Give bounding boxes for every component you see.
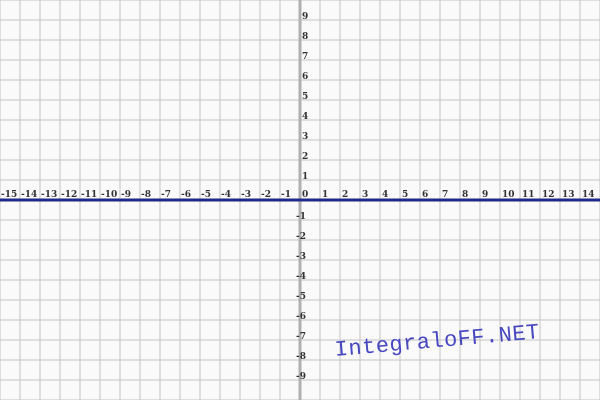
- x-tick-label: -8: [141, 190, 151, 200]
- x-tick-label: -4: [221, 190, 231, 200]
- y-tick-label: -5: [296, 292, 306, 302]
- x-tick-label: 6: [422, 190, 428, 200]
- y-tick-label: -7: [296, 332, 306, 342]
- x-tick-label: 10: [502, 190, 515, 200]
- y-tick-label: 6: [302, 72, 308, 82]
- y-tick-label: 5: [302, 92, 308, 102]
- x-tick-label: -7: [161, 190, 171, 200]
- y-tick-label: 8: [302, 32, 308, 42]
- y-tick-label: -9: [296, 372, 306, 382]
- y-tick-label: -3: [296, 252, 306, 262]
- x-tick-label: -12: [61, 190, 77, 200]
- x-tick-label: 9: [482, 190, 488, 200]
- y-tick-label: -1: [296, 212, 306, 222]
- x-tick-label: 11: [522, 190, 535, 200]
- x-tick-label: 8: [462, 190, 468, 200]
- y-tick-label: -2: [296, 232, 306, 242]
- y-tick-label: -4: [296, 272, 306, 282]
- x-tick-label: -6: [181, 190, 191, 200]
- x-tick-label: 2: [342, 190, 348, 200]
- x-tick-label: 3: [362, 190, 368, 200]
- y-tick-label: 7: [302, 52, 308, 62]
- y-tick-label: 9: [302, 12, 308, 22]
- x-tick-label: -15: [1, 190, 17, 200]
- x-tick-label: -14: [21, 190, 37, 200]
- x-tick-label: -13: [41, 190, 57, 200]
- x-tick-label: -2: [261, 190, 271, 200]
- y-tick-label: 3: [302, 132, 308, 142]
- y-tick-label: 1: [302, 172, 308, 182]
- x-tick-label: -11: [81, 190, 97, 200]
- x-tick-label: 1: [322, 190, 328, 200]
- x-tick-label: 12: [542, 190, 555, 200]
- y-tick-label: -8: [296, 352, 306, 362]
- x-tick-label: 7: [442, 190, 448, 200]
- y-tick-label: -6: [296, 312, 306, 322]
- x-tick-label: 13: [562, 190, 575, 200]
- x-tick-label: 4: [382, 190, 388, 200]
- x-tick-label: -5: [201, 190, 211, 200]
- x-tick-label: -10: [101, 190, 117, 200]
- x-tick-label: -1: [281, 190, 291, 200]
- x-tick-label: 14: [582, 190, 595, 200]
- x-tick-label: -3: [241, 190, 251, 200]
- y-tick-label: 2: [302, 152, 308, 162]
- x-tick-label: -9: [121, 190, 131, 200]
- y-tick-label: 4: [302, 112, 308, 122]
- x-tick-label: 0: [302, 190, 308, 200]
- x-tick-label: 5: [402, 190, 408, 200]
